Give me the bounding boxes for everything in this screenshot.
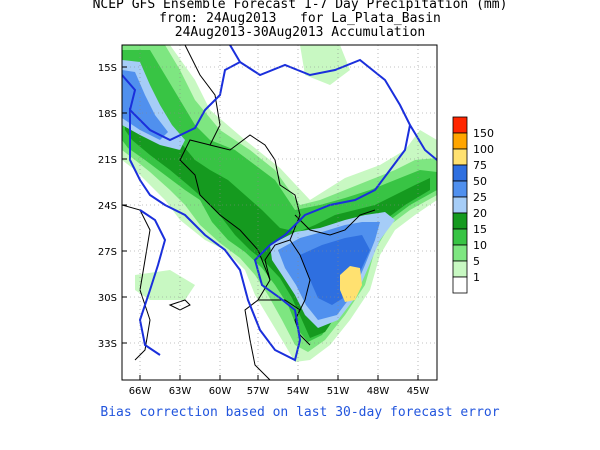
lat-label: 30S — [98, 293, 117, 304]
lon-label: 57W — [247, 386, 270, 397]
lon-label: 48W — [367, 386, 390, 397]
legend-swatch — [452, 164, 468, 182]
legend-swatch — [452, 180, 468, 198]
axis-ticks — [122, 66, 419, 380]
legend-label: 100 — [473, 143, 494, 156]
legend-label: 5 — [473, 255, 480, 268]
latitude-labels: 15S 18S 21S 24S 27S 30S 33S — [98, 63, 117, 350]
lon-label: 45W — [407, 386, 430, 397]
bias-correction-note: Bias correction based on last 30-day for… — [100, 405, 500, 420]
precip-1mm-region-2 — [135, 270, 195, 300]
lon-label: 51W — [327, 386, 350, 397]
legend-swatch — [452, 132, 468, 150]
precip-50mm-region — [300, 235, 370, 305]
legend-swatch — [452, 260, 468, 278]
legend-label: 50 — [473, 175, 487, 188]
legend-label: 150 — [473, 127, 494, 140]
legend-swatch — [452, 244, 468, 262]
lat-label: 24S — [98, 201, 117, 212]
map-title-line-1: NCEP GFS Ensemble Forecast 1-7 Day Preci… — [92, 0, 508, 12]
lat-label: 33S — [98, 339, 117, 350]
legend-label: 75 — [473, 159, 487, 172]
legend-label: 20 — [473, 207, 487, 220]
lon-label: 60W — [209, 386, 232, 397]
longitude-labels: 66W 63W 60W 57W 54W 51W 48W 45W — [129, 386, 430, 397]
precipitation-fields — [122, 45, 437, 362]
legend-swatch — [452, 116, 468, 134]
lon-label: 66W — [129, 386, 152, 397]
legend-swatch — [452, 148, 468, 166]
color-legend: 150 100 75 50 25 20 15 10 5 1 — [452, 116, 494, 294]
legend-label: 10 — [473, 239, 487, 252]
map-title-line-3: 24Aug2013-30Aug2013 Accumulation — [174, 25, 426, 40]
legend-label: 1 — [473, 271, 480, 284]
legend-swatch — [452, 276, 468, 294]
lon-label: 63W — [169, 386, 192, 397]
lat-label: 27S — [98, 247, 117, 258]
precip-1mm-region-3 — [300, 45, 350, 85]
legend-swatch — [452, 212, 468, 230]
map-frame — [121, 44, 438, 381]
lon-label: 54W — [287, 386, 310, 397]
lat-label: 15S — [98, 63, 117, 74]
map-gridlines — [122, 45, 437, 380]
map-title-line-2: from: 24Aug2013 for La_Plata_Basin — [159, 11, 441, 26]
la-plata-basin-outline — [122, 45, 437, 362]
legend-swatch — [452, 196, 468, 214]
lat-label: 21S — [98, 155, 117, 166]
legend-label: 15 — [473, 223, 487, 236]
legend-label: 25 — [473, 191, 487, 204]
legend-swatch — [452, 228, 468, 246]
country-boundaries — [122, 45, 376, 380]
lat-label: 18S — [98, 109, 117, 120]
precip-75mm-region — [340, 266, 362, 302]
